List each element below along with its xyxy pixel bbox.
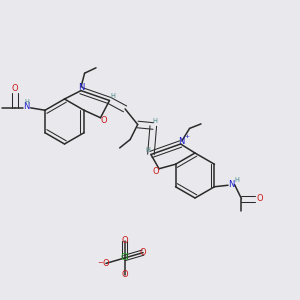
Text: O: O (103, 259, 109, 268)
Text: H: H (111, 93, 116, 99)
Text: −: − (98, 260, 103, 266)
Text: N: N (178, 136, 185, 146)
Text: O: O (256, 194, 263, 203)
Text: Cl: Cl (120, 254, 129, 262)
Text: O: O (12, 83, 18, 92)
Text: O: O (121, 270, 128, 279)
Text: N: N (78, 82, 84, 91)
Text: N: N (23, 103, 30, 112)
Text: O: O (100, 116, 107, 125)
Text: O: O (121, 236, 128, 245)
Text: H: H (234, 177, 239, 183)
Text: +: + (184, 134, 189, 139)
Text: N: N (228, 180, 235, 189)
Text: O: O (140, 248, 146, 257)
Text: H: H (152, 118, 157, 124)
Text: O: O (152, 167, 159, 176)
Text: H: H (146, 147, 150, 153)
Text: H: H (24, 99, 29, 105)
